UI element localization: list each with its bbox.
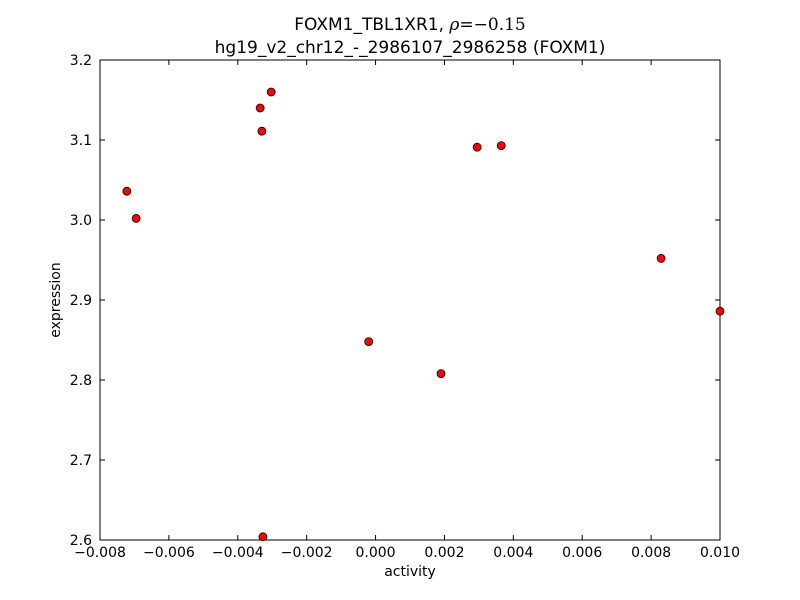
- x-tick-label: 0.006: [562, 545, 602, 561]
- data-point: [472, 142, 482, 152]
- axis-ticks: [99, 59, 721, 541]
- chart-title-line2: hg19_v2_chr12_-_2986107_2986258 (FOXM1): [215, 38, 606, 58]
- x-tick-labels: −0.008 −0.006 −0.004 −0.002 0.000 0.002 0.004 0…: [74, 545, 740, 561]
- y-tick-label: 2.7: [70, 453, 92, 469]
- x-tick-label: −0.006: [143, 545, 195, 561]
- y-tick-label: 3.2: [70, 53, 92, 69]
- y-tick-labels: 2.6 2.7 2.8 2.9 3.0 3.1 3.2: [70, 53, 92, 549]
- data-point: [715, 306, 725, 316]
- x-tick-label: −0.008: [74, 545, 126, 561]
- y-axis-label: expression: [48, 262, 64, 338]
- data-point: [255, 103, 265, 113]
- x-tick-label: 0.010: [700, 545, 740, 561]
- x-tick-label: −0.002: [281, 545, 333, 561]
- data-point: [131, 213, 141, 223]
- y-tick-label: 3.0: [70, 213, 92, 229]
- x-tick-label: 0.000: [356, 545, 396, 561]
- plot-area: [99, 59, 721, 541]
- y-tick-label: 2.8: [70, 373, 92, 389]
- chart-title-line1: FOXM1_TBL1XR1, ρ=−0.15: [294, 15, 525, 35]
- data-point: [496, 141, 506, 151]
- data-point: [258, 532, 268, 542]
- y-tick-label: 3.1: [70, 133, 92, 149]
- data-point: [364, 337, 374, 347]
- data-point: [656, 253, 666, 263]
- x-tick-label: 0.008: [631, 545, 671, 561]
- data-points: [122, 87, 725, 542]
- data-point: [122, 186, 132, 196]
- data-point: [266, 87, 276, 97]
- x-tick-label: 0.004: [493, 545, 533, 561]
- y-tick-label: 2.9: [70, 293, 92, 309]
- x-tick-label: −0.004: [212, 545, 264, 561]
- x-tick-label: 0.002: [424, 545, 464, 561]
- data-point: [257, 126, 267, 136]
- data-point: [436, 369, 446, 379]
- x-axis-label: activity: [384, 564, 436, 580]
- y-tick-label: 2.6: [70, 533, 92, 549]
